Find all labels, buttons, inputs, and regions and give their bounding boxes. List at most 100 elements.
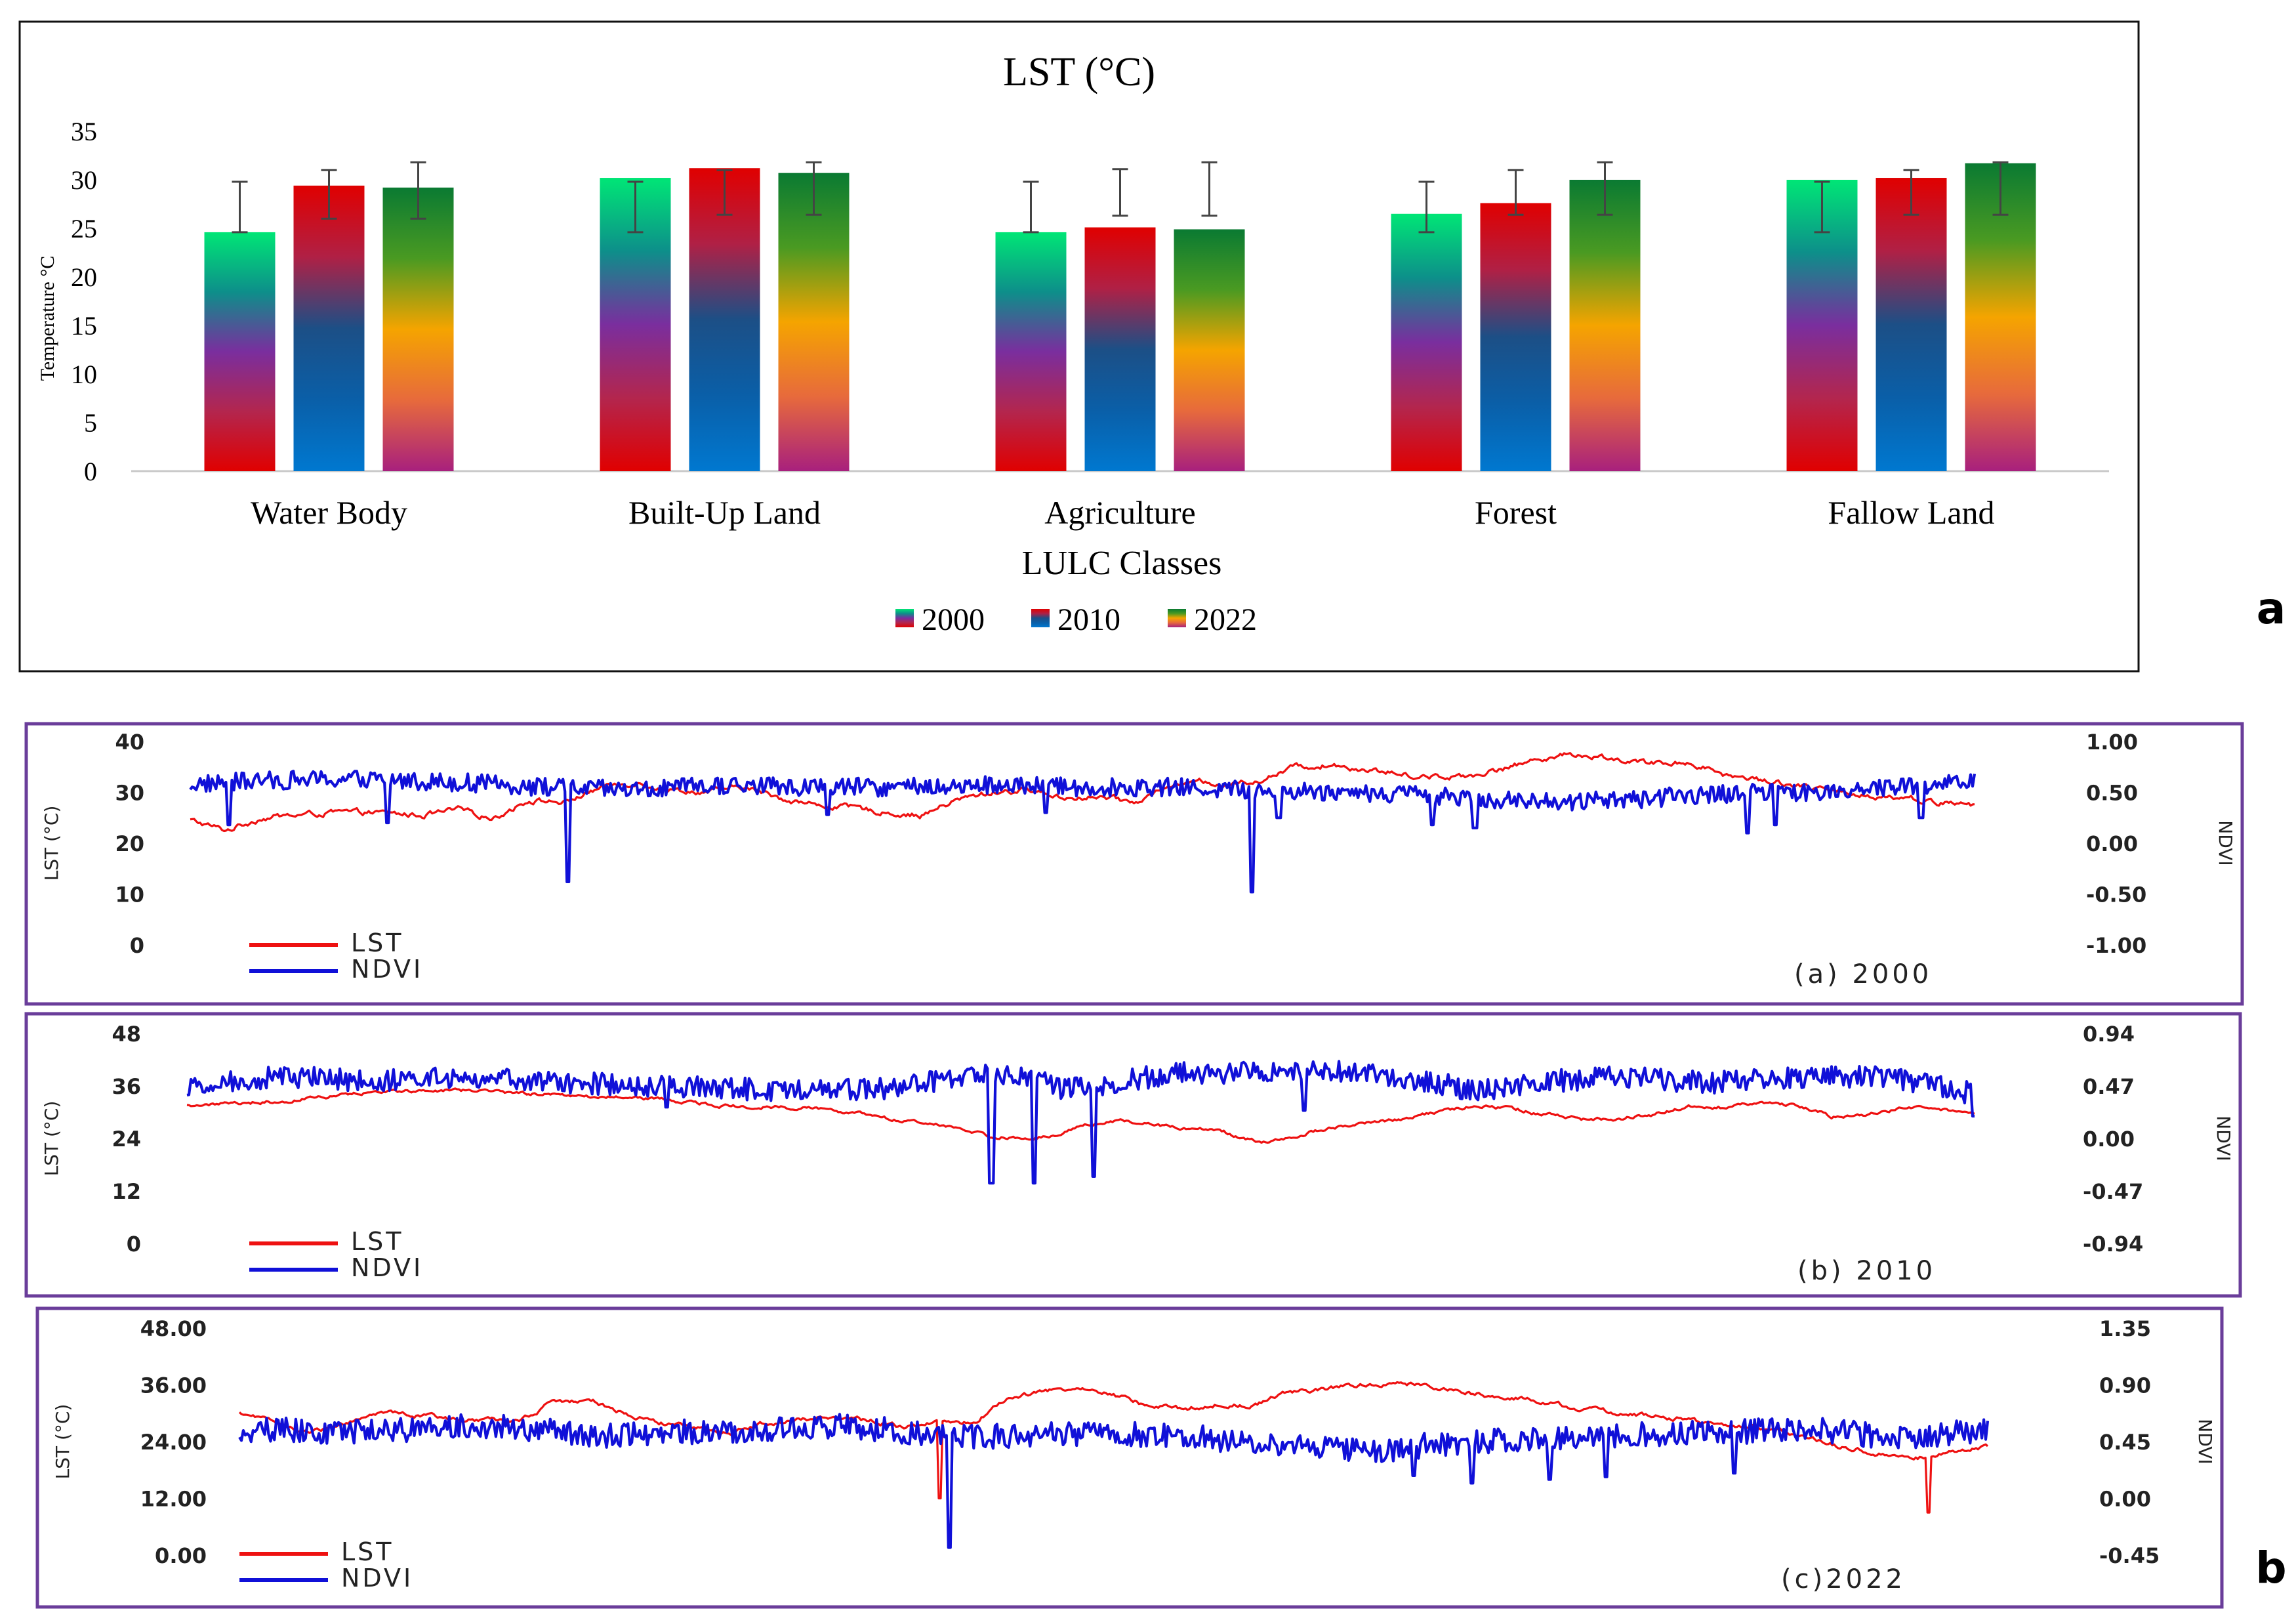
ndvi-series-line <box>238 1413 1990 1549</box>
left-axis-tick: 0.00 <box>155 1543 207 1568</box>
right-axis-tick: 0.47 <box>2083 1074 2135 1099</box>
error-bar-2000 <box>1023 180 1039 234</box>
left-axis-tick: 36 <box>112 1074 141 1099</box>
left-axis-tick: 40 <box>115 730 144 755</box>
timeseries-panel-2010: 0 12 24 36 48 -0.94 -0.47 0.00 0.47 0.94 LST (°C) N… <box>24 1012 2242 1298</box>
error-bar-2010 <box>1112 168 1128 217</box>
legend-item-ndvi: NDVI <box>239 1564 413 1593</box>
error-bar-2022 <box>806 161 822 216</box>
panel-label-a: a <box>2257 583 2286 634</box>
timeseries-panel-2022: 0.00 12.00 24.00 36.00 48.00 -0.45 0.00 0.45 0.9… <box>35 1306 2224 1609</box>
bar-y-tick-label: 15 <box>71 311 97 341</box>
error-bar-2022 <box>1597 161 1613 216</box>
bar-2022 <box>778 173 850 471</box>
bar-chart-title: LST (°C) <box>1003 50 1155 94</box>
legend-item-2010: 2010 <box>1031 602 1120 637</box>
legend-item-ndvi: NDVI <box>249 1253 423 1282</box>
panel-label-b: b <box>2255 1543 2286 1593</box>
left-axis-tick: 12 <box>112 1179 141 1204</box>
lst-series-line <box>186 1087 1975 1144</box>
bar-error-bars <box>232 161 2009 234</box>
bar-category-label: Agriculture <box>1044 494 1195 531</box>
right-axis-tick: 0.00 <box>2083 1127 2135 1152</box>
right-axis-tick: -0.47 <box>2083 1179 2143 1204</box>
left-axis-tick: 36.00 <box>140 1373 207 1398</box>
bar-y-tick-label: 35 <box>71 117 97 146</box>
bar-y-axis: 0 5 10 15 20 25 30 35 <box>71 117 97 486</box>
bar-y-tick-label: 0 <box>84 457 97 486</box>
legend-label: LST <box>351 928 404 957</box>
right-axis-label: NDVI <box>2194 1419 2216 1464</box>
bar-2010 <box>1876 178 1947 471</box>
legend-item-lst: LST <box>239 1537 394 1566</box>
error-bar-2000 <box>1814 180 1830 234</box>
legend-label-2010: 2010 <box>1057 602 1120 637</box>
bar-chart-panel: LST (°C) 0 5 10 15 20 25 30 35 Temperature °C W… <box>18 20 2140 673</box>
bar-category-labels: Water Body Built-Up Land Agriculture Forest… <box>251 494 1995 531</box>
bar-category-label: Fallow Land <box>1828 494 1994 531</box>
left-axis-tick: 20 <box>115 831 144 856</box>
right-axis-tick: 0.00 <box>2099 1487 2151 1512</box>
left-axis-label: LST (°C) <box>41 1101 62 1176</box>
bar-2022 <box>382 187 454 471</box>
timeseries-frame <box>35 1306 2224 1609</box>
legend-label: NDVI <box>351 1253 423 1282</box>
bar-2022 <box>1174 229 1245 471</box>
left-axis-tick: 0 <box>130 933 144 958</box>
error-bar-2000 <box>1418 180 1435 234</box>
legend-swatch-2010 <box>1031 609 1050 627</box>
timeseries-panel-2000: 0 10 20 30 40 -1.00 -0.50 0.00 0.50 1.00 LST (°C) N… <box>24 722 2244 1006</box>
legend-item-2000: 2000 <box>895 602 985 637</box>
left-axis-label: LST (°C) <box>52 1404 73 1480</box>
lst-series-line <box>238 1381 1989 1514</box>
error-bar-2010 <box>716 169 733 216</box>
bar-2010 <box>293 185 365 471</box>
bar-y-tick-label: 5 <box>84 408 97 438</box>
right-axis-tick: 0.50 <box>2086 781 2138 806</box>
bar-category-label: Water Body <box>251 494 407 531</box>
legend-label: NDVI <box>341 1564 413 1593</box>
bar-y-tick-label: 25 <box>71 214 97 243</box>
left-axis-tick: 0 <box>127 1232 141 1257</box>
legend-item-lst: LST <box>249 928 404 957</box>
error-bar-2022 <box>410 161 426 220</box>
error-bar-2022 <box>1201 161 1218 217</box>
left-axis-tick: 48 <box>112 1022 141 1047</box>
bar-y-tick-label: 20 <box>71 262 97 292</box>
bar-category-label: Forest <box>1475 494 1557 531</box>
right-axis-tick: -0.45 <box>2099 1543 2160 1568</box>
right-axis-tick: 0.94 <box>2083 1022 2135 1047</box>
bar-2022 <box>1569 180 1641 471</box>
legend-item-ndvi: NDVI <box>249 955 423 984</box>
legend-label: NDVI <box>351 955 423 984</box>
error-bar-2000 <box>232 180 248 234</box>
timeseries-caption: (c)2022 <box>1781 1564 1906 1594</box>
bar-marks <box>204 163 2036 471</box>
bar-category-label: Built-Up Land <box>628 494 821 531</box>
left-axis-tick: 30 <box>115 781 144 806</box>
left-axis-tick: 10 <box>115 883 144 907</box>
bar-2000 <box>995 232 1067 471</box>
right-axis-tick: 0.00 <box>2086 831 2138 856</box>
left-axis-tick: 24 <box>112 1127 141 1152</box>
right-axis-label: NDVI <box>2215 820 2236 865</box>
right-axis-tick: -1.00 <box>2086 933 2146 958</box>
error-bar-2010 <box>1507 169 1524 216</box>
legend-label: LST <box>341 1537 394 1566</box>
legend-label-2000: 2000 <box>922 602 985 637</box>
left-axis-label: LST (°C) <box>41 806 62 881</box>
error-bar-2022 <box>1992 161 2009 216</box>
left-axis-tick: 24.00 <box>140 1430 207 1455</box>
bar-x-axis-label: LULC Classes <box>1022 545 1222 582</box>
legend-label-2022: 2022 <box>1194 602 1257 637</box>
right-axis-tick: 0.90 <box>2099 1373 2151 1398</box>
right-axis-tick: 1.00 <box>2086 730 2138 755</box>
legend-item-2022: 2022 <box>1168 602 1257 637</box>
bar-y-axis-label: Temperature °C <box>37 256 58 381</box>
left-axis-tick: 48.00 <box>140 1316 207 1341</box>
timeseries-caption: (a) 2000 <box>1794 959 1932 989</box>
error-bar-2000 <box>627 180 644 234</box>
right-axis-tick: -0.50 <box>2086 883 2146 907</box>
bar-legend: 2000 2010 2022 <box>895 602 1257 637</box>
bar-chart-frame <box>18 20 2140 673</box>
